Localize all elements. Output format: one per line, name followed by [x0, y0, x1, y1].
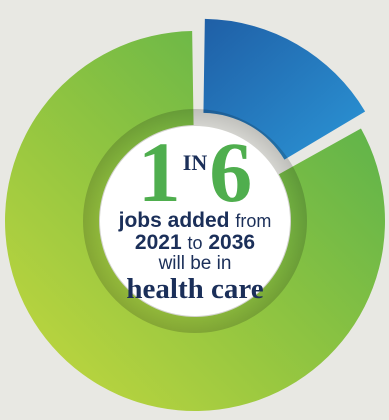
ratio-denominator: 6 [209, 124, 253, 220]
ratio: 1 IN 6 [137, 124, 253, 220]
ratio-numerator: 1 [137, 124, 181, 220]
caption-line-1: jobs added from [118, 209, 272, 232]
caption-jobs-added: jobs added [118, 209, 230, 232]
caption-year-end: 2036 [208, 231, 256, 255]
center-label: 1 IN 6 jobs added from 2021 to 2036 will… [100, 126, 290, 316]
center-hole [100, 126, 290, 316]
caption-line-2: 2021 to 2036 [135, 232, 255, 254]
caption-line-3: will be in [158, 253, 232, 275]
caption-health-care: health care [126, 273, 264, 306]
caption-from: from [235, 211, 272, 231]
caption-year-start: 2021 [134, 231, 182, 255]
slice-one-in-six [203, 18, 366, 160]
slice-remainder [5, 31, 386, 411]
ratio-in: IN [182, 150, 208, 175]
caption-to: to [187, 233, 203, 254]
